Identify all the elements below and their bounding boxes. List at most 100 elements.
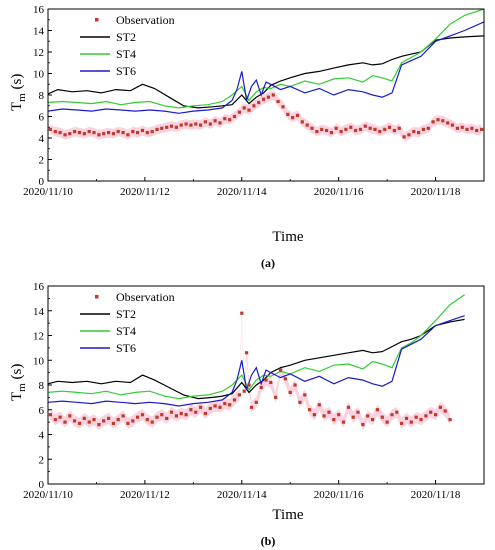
chart-a-observation-point [68, 132, 72, 136]
chart-b-observation-point [240, 311, 244, 315]
chart-a-legend-marker-observation [95, 18, 99, 22]
chart-a-observation-point [305, 123, 309, 127]
chart-a-observation-point [131, 130, 135, 134]
chart-a-observation-point [257, 100, 261, 105]
chart-b-observation-point [174, 414, 178, 418]
chart-a-line-st4 [47, 8, 485, 109]
chart-b-legend-label-observation: Observation [116, 290, 175, 304]
chart-a-observation-point [63, 133, 67, 137]
chart-b-observation-point [203, 411, 207, 416]
chart-b-observation-point [131, 419, 135, 423]
chart-b-observation-band [50, 307, 451, 431]
chart-a-observation-point [218, 121, 222, 125]
chart-a-observation-point [291, 116, 295, 120]
chart-a-observation-band [50, 90, 482, 142]
chart-a-observation-point [87, 130, 91, 134]
chart-a-y-tick-label: 6 [39, 112, 45, 124]
chart-a-observation-point [465, 127, 469, 131]
chart-a-observation-point [368, 126, 372, 130]
chart-b-observation-point [264, 378, 268, 382]
chart-b-observation-point [283, 377, 287, 381]
chart-a-observation-point [446, 121, 450, 125]
chart-b-observation-point [414, 415, 418, 419]
chart-b-observation-point [322, 414, 326, 418]
chart-panel-a: 0 2 4 6 8 10 12 14 16 2020/11/10 2020/11/12 2020/11… [9, 4, 485, 270]
chart-a-observation-point [300, 120, 304, 124]
chart-b-observation-point [385, 420, 389, 424]
chart-b-observation-point [150, 420, 154, 424]
chart-a-x-tick-label: 2020/11/16 [314, 186, 364, 198]
chart-b-x-tick-label: 2020/11/18 [411, 489, 461, 501]
chart-a-plot-frame [47, 8, 485, 182]
chart-a-observation-point [286, 112, 290, 116]
chart-a-observation-point [155, 127, 159, 131]
chart-a-observation-point [194, 122, 198, 126]
chart-b-observation-point [443, 409, 447, 413]
chart-a-observation-point [92, 131, 96, 135]
chart-b-observation-point [242, 389, 246, 393]
chart-a-x-tick-label: 2020/11/12 [120, 186, 170, 198]
chart-b-y-axis-title-unit: (s) [9, 364, 25, 384]
chart-b-y-tick-label: 10 [33, 355, 45, 367]
chart-a-observation-point [48, 127, 52, 131]
chart-a-x-tick-label: 2020/11/14 [217, 186, 267, 198]
chart-b-observation-point [438, 405, 442, 409]
chart-b-line-st2 [47, 318, 465, 400]
chart-a-y-axis-title-unit: (s) [9, 74, 25, 94]
chart-a-observation-point [82, 132, 86, 136]
chart-a-y-tick-label: 10 [33, 69, 45, 81]
chart-b-observation-point [73, 419, 77, 423]
chart-b-legend-label-st2: ST2 [116, 307, 136, 321]
chart-a-observation-point [174, 125, 178, 129]
chart-a-legend-label-st2: ST2 [116, 30, 136, 44]
chart-b-line-st6 [47, 315, 465, 407]
chart-b-observation-point [179, 411, 183, 416]
chart-a-observation-point [431, 120, 435, 124]
chart-a-observation-point [373, 127, 377, 131]
chart-a-observation-point [121, 131, 125, 135]
chart-a-observation-point [417, 131, 421, 135]
chart-a-y-tick-label: 2 [39, 155, 45, 167]
chart-a-y-tick-label: 0 [39, 176, 45, 188]
chart-a-observation-point [242, 106, 246, 110]
chart-a-observation-point [325, 128, 329, 133]
chart-a-observation-point [179, 123, 183, 127]
chart-a-observation-point [407, 133, 411, 137]
chart-b-observation-point [92, 418, 96, 422]
chart-a-x-tick-label: 2020/11/18 [411, 186, 461, 198]
chart-b-observation-point [361, 423, 365, 427]
chart-b-x-tick-label: 2020/11/10 [23, 489, 73, 501]
chart-b-observation-point [136, 415, 140, 419]
chart-b-x-axis-title: Time [272, 507, 303, 523]
chart-b-y-tick-label: 6 [39, 405, 45, 417]
chart-b-observation-point [145, 418, 149, 422]
chart-b-y-tick-label: 12 [33, 331, 44, 343]
chart-b-legend-label-st4: ST4 [116, 324, 136, 338]
chart-b-observation-point [82, 416, 86, 420]
chart-a-observation-point [402, 135, 406, 139]
chart-b-observation-point [375, 408, 379, 412]
chart-b-observation-point [140, 413, 145, 417]
chart-b-observation-point [155, 415, 159, 419]
chart-b-observation-point [312, 413, 316, 417]
chart-a-y-axis-title: Tm (s) [9, 74, 28, 111]
chart-b-observation-point [293, 383, 297, 387]
chart-a-observation-point [276, 99, 280, 104]
chart-a-observation-point [281, 105, 285, 109]
chart-b-observation-point [400, 421, 404, 425]
chart-a-observation-point [320, 127, 324, 131]
chart-a-observation-point [77, 131, 82, 135]
chart-a-observation-point [145, 131, 149, 135]
chart-a-observation-point [126, 133, 130, 137]
chart-b-observation-point [366, 414, 370, 418]
chart-a-legend-label-st4: ST4 [116, 47, 136, 61]
chart-a-observation-point [169, 124, 174, 128]
chart-b-observation-point [87, 420, 91, 424]
chart-a-observation-point [160, 126, 164, 130]
chart-b-observation-point [371, 418, 375, 422]
chart-a-observation-point [232, 114, 237, 119]
chart-b-observation-point [390, 413, 394, 417]
chart-a-observation-point [378, 130, 382, 134]
chart-b-observation-point [249, 405, 254, 409]
chart-b-y-tick-label: 14 [33, 306, 45, 318]
